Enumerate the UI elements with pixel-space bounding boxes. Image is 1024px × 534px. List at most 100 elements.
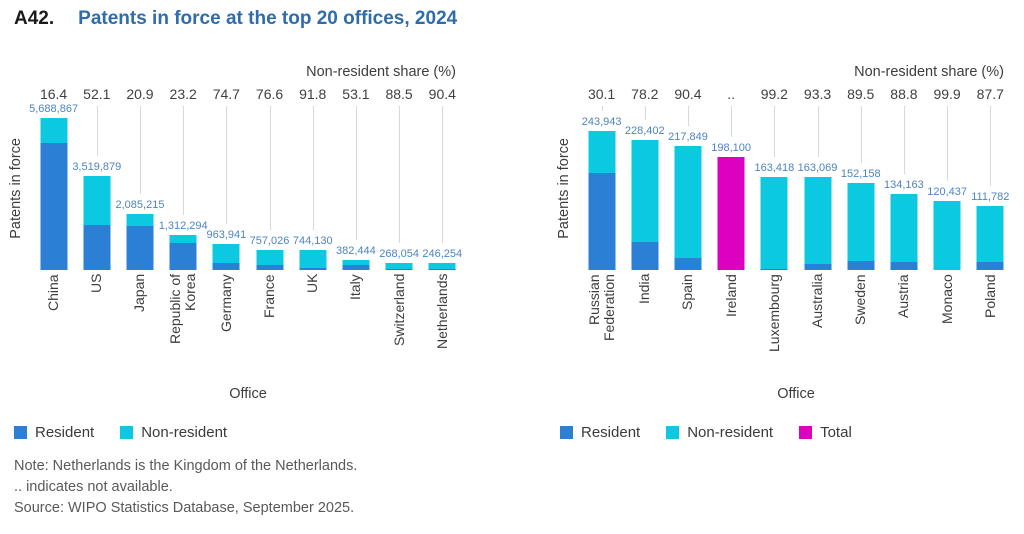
bar [428, 263, 456, 270]
leader-line [774, 106, 776, 157]
share-value: 99.9 [933, 86, 961, 102]
share-value: 74.7 [212, 86, 240, 102]
share-axis-title: Non-resident share (%) [306, 64, 456, 80]
bar [588, 131, 616, 270]
y-axis-label-text: Patents in force [8, 137, 24, 239]
bar [212, 244, 240, 270]
bar-cell: 198,100 [710, 106, 753, 270]
chart-top-offices-11-20: Non-resident share (%) 30.1 78.2 90.4.. 99.2… [548, 62, 1014, 402]
bar-value-label: 757,026 [249, 235, 290, 247]
bar-resident-segment [760, 269, 788, 270]
category-cell: Ireland [710, 270, 753, 384]
share-value: 78.2 [631, 86, 659, 102]
category-cell: UK [291, 270, 334, 384]
share-value: 89.5 [847, 86, 875, 102]
leader-line [226, 106, 228, 224]
category-cell: Republic of Korea [162, 270, 205, 384]
category-label: Switzerland [390, 274, 407, 347]
category-cell: France [248, 270, 291, 384]
category-cell: China [32, 270, 75, 384]
bar-cell: 243,943 [580, 106, 623, 270]
bar-resident-segment [847, 260, 875, 270]
category-cell: Germany [205, 270, 248, 384]
category-label: Italy [347, 274, 364, 300]
bar-value-label: 163,069 [797, 162, 838, 174]
category-cell: Luxembourg [753, 270, 796, 384]
x-axis-label: Office [777, 386, 815, 402]
bar-cell: 1,312,294 [158, 106, 208, 270]
bar-resident-segment [126, 225, 154, 270]
bar-value-label: 228,402 [624, 125, 665, 137]
bar-resident-segment [976, 262, 1004, 270]
share-value: 20.9 [126, 86, 154, 102]
category-label: France [261, 274, 278, 318]
note-line: .. indicates not available. [14, 479, 173, 495]
bar-cell: 228,402 [623, 106, 666, 270]
share-value: 88.5 [385, 86, 413, 102]
bar-value-label: 120,437 [927, 186, 967, 198]
bar-cell: 152,158 [839, 106, 882, 270]
bar-cell: 217,849 [666, 106, 709, 270]
bar-value-label: 1,312,294 [158, 220, 208, 232]
bar-resident-segment [40, 142, 68, 270]
bar-resident-segment [804, 263, 832, 270]
bar [299, 250, 327, 270]
bar-cell: 134,163 [882, 106, 925, 270]
leader-line [269, 106, 271, 230]
bar-value-label: 382,444 [336, 245, 376, 257]
category-label: China [45, 274, 62, 311]
bar [933, 201, 961, 270]
bar-cell: 5,688,867 [29, 103, 78, 270]
category-cell: Monaco [926, 270, 969, 384]
bar-resident-segment [631, 241, 659, 270]
category-cell: Russian Federation [580, 270, 623, 384]
bar-value-label: 744,130 [292, 235, 333, 247]
category-label: Luxembourg [765, 274, 782, 352]
legend-right: Resident Non-resident Total [560, 424, 852, 441]
category-label: Austria [895, 274, 912, 318]
leader-line [687, 106, 689, 126]
category-cell: Italy [334, 270, 377, 384]
share-value: 90.4 [428, 86, 456, 102]
leader-line [903, 106, 905, 174]
share-values-row: 16.4 52.1 20.9 23.2 74.7 76.6 91.8 53.1 88.5 90.4 [32, 84, 464, 106]
category-label: Sweden [852, 274, 869, 325]
bar-value-label: 268,054 [379, 248, 419, 260]
leader-line [96, 106, 98, 156]
bar-resident-segment [428, 269, 456, 270]
legend-item: Resident [14, 424, 94, 441]
share-value: .. [727, 86, 736, 102]
leader-line [860, 106, 862, 163]
legend-swatch-resident [14, 426, 27, 439]
legend-swatch-non_resident [120, 426, 134, 439]
bar [674, 146, 702, 270]
leader-line [731, 106, 733, 137]
bar-value-label: 246,254 [422, 248, 463, 260]
category-label: Spain [679, 274, 696, 310]
category-cell: India [623, 270, 666, 384]
bar [169, 235, 197, 270]
bar-value-label: 3,519,879 [72, 161, 122, 173]
legend-label: Resident [581, 424, 641, 441]
share-value: 90.4 [674, 86, 702, 102]
share-value: 76.6 [255, 86, 284, 102]
bar [976, 206, 1004, 270]
bar-value-label: 163,418 [754, 162, 795, 174]
bar [385, 263, 413, 270]
note-line: Source: WIPO Statistics Database, Septem… [14, 500, 355, 516]
category-label: Russian Federation [585, 274, 617, 341]
bar-resident-segment [83, 224, 111, 270]
category-cell: US [75, 270, 118, 384]
legend-label: Non-resident [141, 424, 228, 441]
leader-line [312, 106, 314, 230]
category-label: Ireland [722, 274, 739, 317]
bar-resident-segment [385, 269, 413, 270]
share-value: 88.8 [890, 86, 918, 102]
share-value: 99.2 [760, 86, 788, 102]
bar-cell: 163,418 [753, 106, 796, 270]
bar-cell: 757,026 [248, 106, 291, 270]
leader-line [442, 106, 444, 243]
bar-value-label: 217,849 [668, 131, 708, 143]
legend-left: Resident Non-resident [14, 424, 227, 441]
category-cell: Spain [666, 270, 709, 384]
